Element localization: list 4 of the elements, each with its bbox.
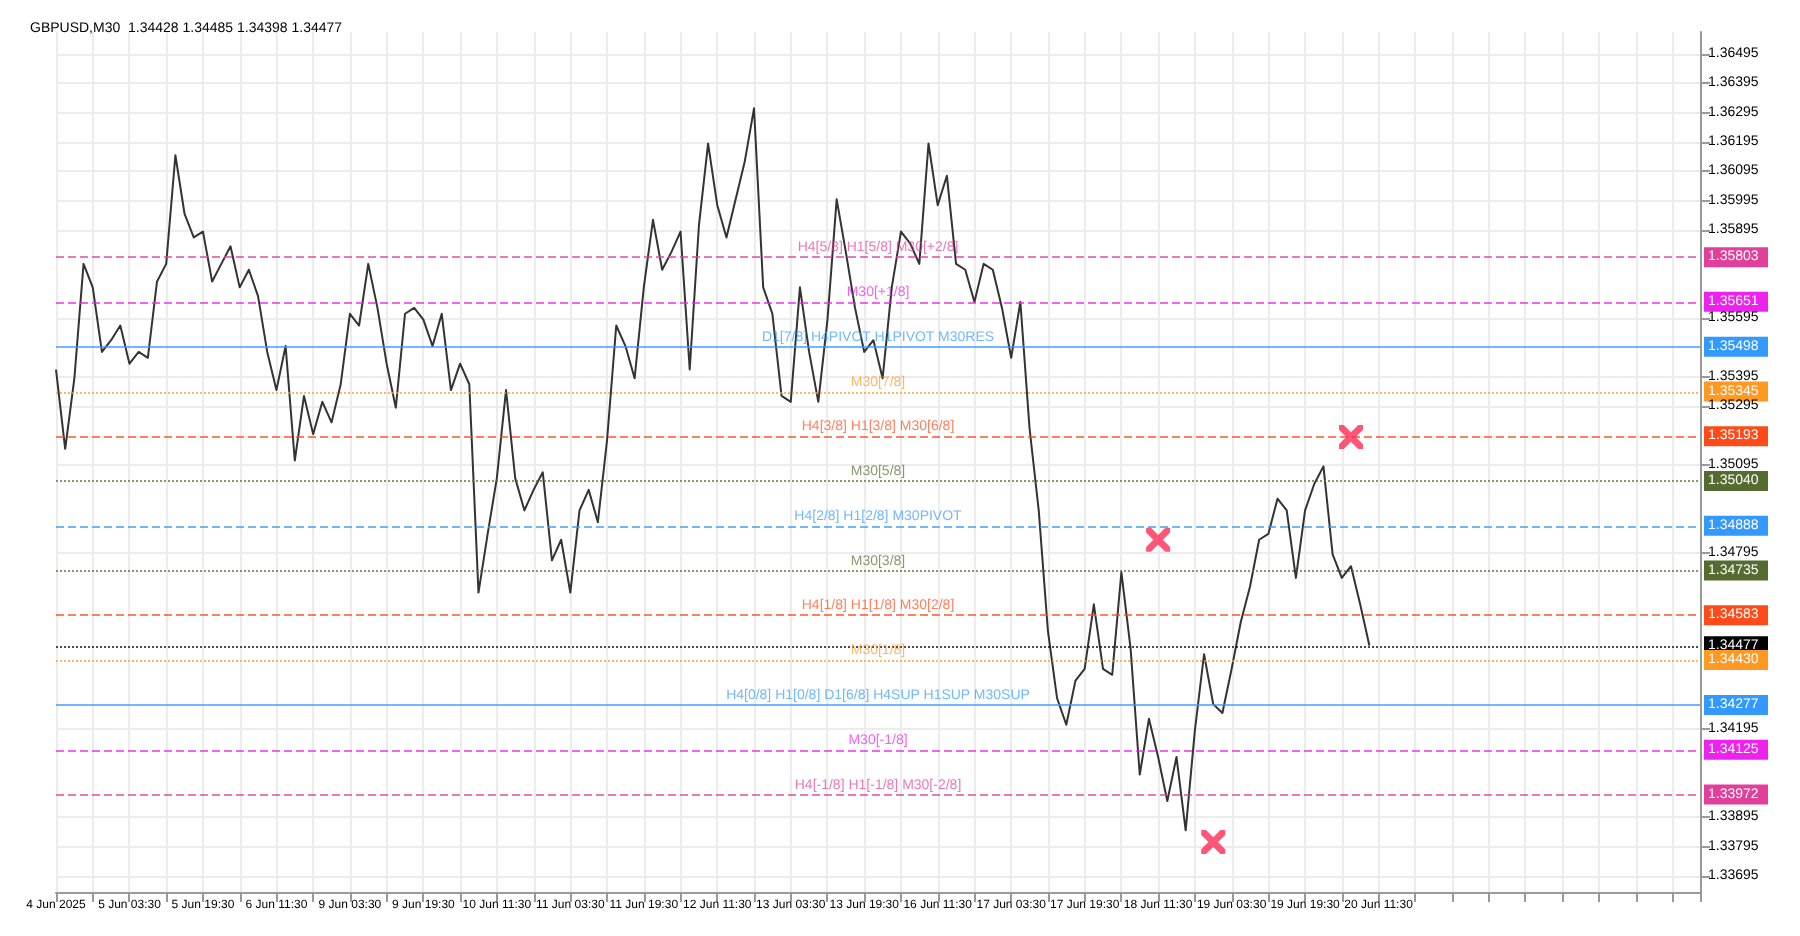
point bbox=[1146, 527, 1171, 552]
point bbox=[1338, 425, 1363, 450]
line-series bbox=[55, 107, 1371, 832]
point bbox=[1201, 830, 1226, 855]
